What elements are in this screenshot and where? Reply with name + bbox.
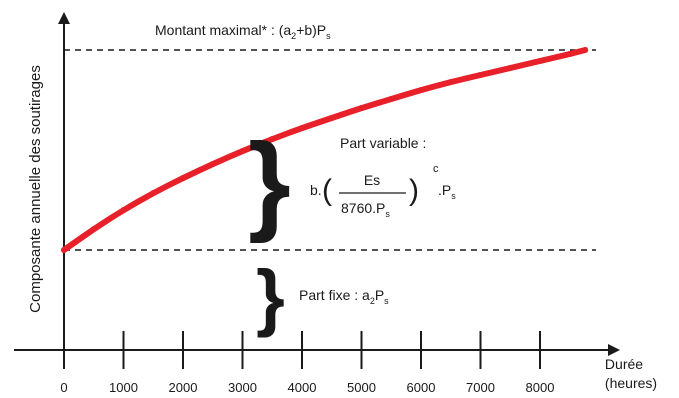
x-tick-label-7000: 7000 xyxy=(466,380,495,395)
fixed-part-brace: } xyxy=(256,255,285,338)
variable-part-label: Part variable : xyxy=(340,135,426,151)
fraction-denominator: 8760.Ps xyxy=(341,200,390,219)
variable-part-b: b. xyxy=(310,182,322,198)
x-ticks: 0 1000 2000 3000 4000 5000 6000 7000 8000 xyxy=(60,331,554,395)
x-tick-label-8000: 8000 xyxy=(526,380,555,395)
fixed-part-prefix: Part fixe : a xyxy=(299,287,370,303)
series-point-4 xyxy=(180,175,186,181)
x-tick-label-5000: 5000 xyxy=(347,380,376,395)
fixed-part-middle: P xyxy=(375,287,384,303)
series-point-3 xyxy=(150,190,157,196)
max-amount-prefix: Montant maximal* : (a xyxy=(155,22,291,38)
series-point-10 xyxy=(358,105,365,111)
x-tick-label-2000: 2000 xyxy=(169,380,198,395)
variable-part-suffix-p: .P xyxy=(438,182,451,198)
fixed-part-annotation: Part fixe : a2Ps xyxy=(299,287,389,306)
x-tick-label-0: 0 xyxy=(60,380,67,395)
series-point-16 xyxy=(537,58,543,64)
series-point-18 xyxy=(582,47,589,53)
right-paren: ) xyxy=(409,174,419,207)
fraction-denominator-prefix: 8760.P xyxy=(341,200,385,216)
series-point-14 xyxy=(477,72,484,78)
series-point-5 xyxy=(209,161,216,167)
variable-part-suffix: .Ps xyxy=(438,182,456,201)
max-amount-sub-s: s xyxy=(326,31,331,41)
series-point-0 xyxy=(61,247,67,253)
fixed-part-sub-s: s xyxy=(384,296,389,306)
left-paren: ( xyxy=(322,174,332,207)
series-point-17 xyxy=(566,51,573,57)
x-tick-label-6000: 6000 xyxy=(407,380,436,395)
series-points xyxy=(61,47,589,253)
y-axis-label: Composante annuelle des soutirages xyxy=(27,65,44,313)
x-tick-label-3000: 3000 xyxy=(228,380,257,395)
series-point-1 xyxy=(90,226,97,232)
fraction-numerator: Es xyxy=(364,172,380,188)
x-tick-label-4000: 4000 xyxy=(288,380,317,395)
x-axis-unit: (heures) xyxy=(605,375,657,391)
series-line xyxy=(61,47,589,253)
fraction-denominator-sub: s xyxy=(385,209,390,219)
variable-part-suffix-sub: s xyxy=(451,191,456,201)
exponent-c: c xyxy=(433,163,439,175)
series-point-9 xyxy=(328,115,335,121)
series-point-11 xyxy=(388,96,395,102)
series-point-7 xyxy=(269,136,276,142)
fixed-part-sub-a: 2 xyxy=(370,296,375,306)
max-amount-annotation: Montant maximal* : (a2+b)Ps xyxy=(155,22,331,41)
x-axis-label: Durée xyxy=(605,356,643,372)
series-point-15 xyxy=(507,65,514,71)
series-point-2 xyxy=(120,207,127,213)
max-amount-middle: +b)P xyxy=(296,22,326,38)
series-point-6 xyxy=(239,148,246,154)
x-tick-label-1000: 1000 xyxy=(109,380,138,395)
series-point-8 xyxy=(299,125,305,131)
series-point-13 xyxy=(447,79,454,85)
max-amount-sub-a: 2 xyxy=(291,31,296,41)
series-point-12 xyxy=(418,87,424,93)
variable-part-brace: } xyxy=(248,121,291,244)
